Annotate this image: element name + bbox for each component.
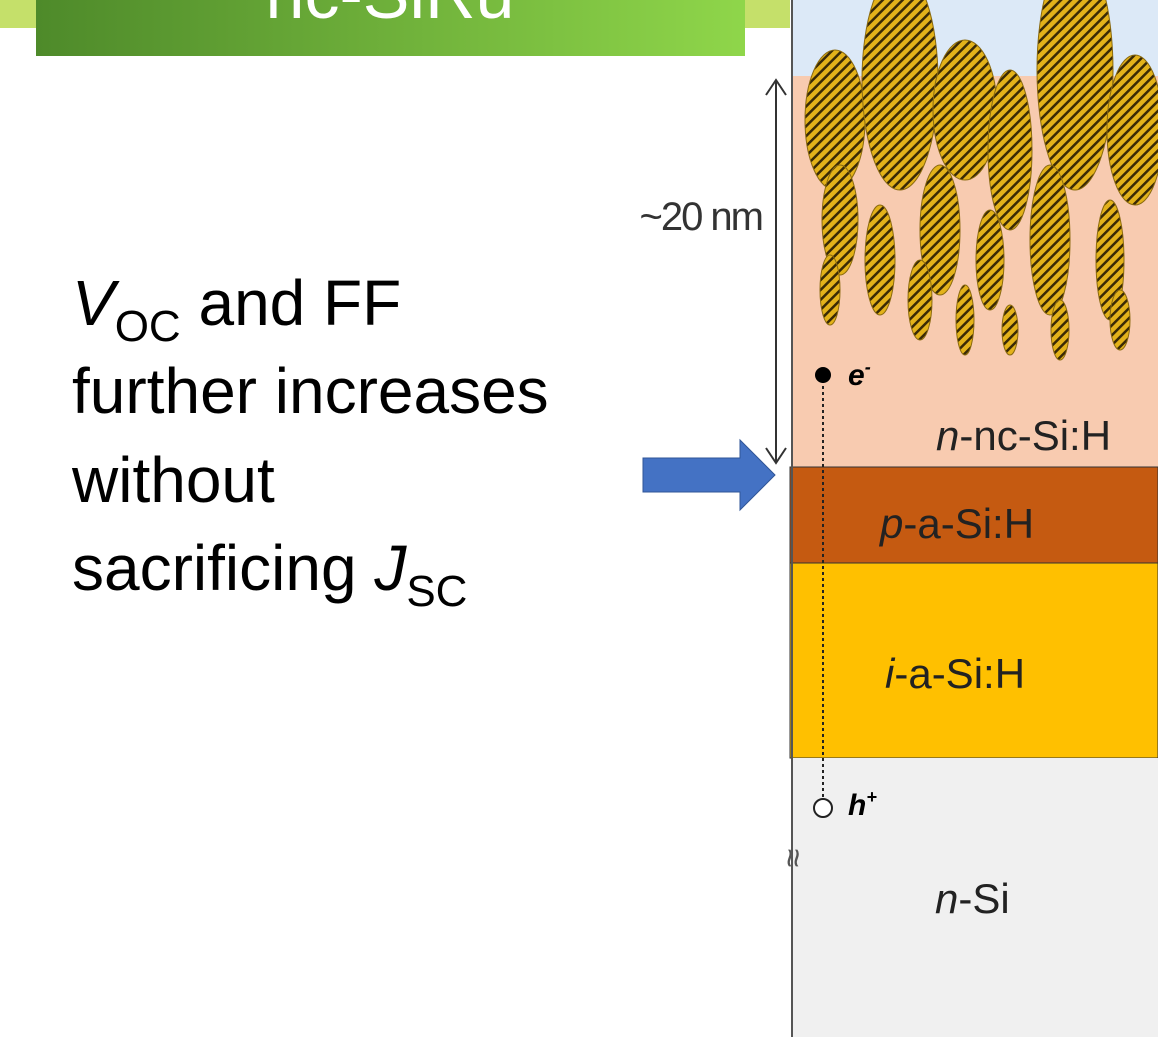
shape	[976, 210, 1004, 310]
shape	[1002, 305, 1018, 355]
text-part: e	[848, 359, 865, 392]
shape	[1110, 290, 1130, 350]
electron	[815, 367, 831, 383]
shape	[820, 255, 840, 325]
shape	[1051, 300, 1069, 360]
shape	[1030, 165, 1070, 315]
hole	[814, 799, 832, 817]
text-part: n	[936, 412, 959, 459]
text-part: -a-Si:H	[894, 650, 1025, 697]
statement-line: without	[71, 444, 275, 516]
text-part: OC	[115, 302, 181, 351]
p-layer-label: p-a-Si:H	[878, 500, 1034, 547]
slide: nc-SiRu VOC and FF further increases wit…	[0, 0, 1158, 1037]
title: nc-SiRu	[266, 0, 515, 33]
n-layer-label: n-nc-Si:H	[936, 412, 1111, 459]
shape	[956, 285, 974, 355]
text-part: -	[865, 357, 871, 377]
thickness-label: ~20 nm	[639, 195, 762, 239]
shape	[1107, 55, 1158, 205]
text-part: SC	[406, 567, 467, 616]
shape	[865, 205, 895, 315]
statement-line: further increases	[72, 355, 549, 427]
shape	[908, 260, 932, 340]
text-part: n	[935, 875, 958, 922]
text-part: p	[878, 500, 903, 547]
text-part: and FF	[181, 267, 402, 339]
shape	[933, 40, 997, 180]
text-part: h	[848, 789, 866, 822]
blue-arrow	[643, 440, 775, 510]
substrate-label: n-Si	[935, 875, 1010, 922]
text-part: -nc-Si:H	[959, 412, 1111, 459]
statement-line: sacrificing JSC	[72, 532, 467, 616]
text-part: V	[72, 267, 120, 339]
statement-line: VOC and FF	[72, 267, 401, 351]
text-part: -Si	[958, 875, 1009, 922]
text-part: sacrificing	[72, 532, 374, 604]
break-mark: ≈	[774, 849, 812, 868]
text-part: +	[866, 787, 877, 807]
statement: VOC and FF further increases without sac…	[71, 267, 549, 616]
diagram: ~20 nm e- h+ n-nc-Si:H p-a-Si:H i-a-Si:H…	[639, 0, 1158, 1037]
text-part: J	[373, 532, 407, 604]
i-layer-label: i-a-Si:H	[885, 650, 1025, 697]
shape	[988, 70, 1032, 230]
text-part: -a-Si:H	[903, 500, 1034, 547]
